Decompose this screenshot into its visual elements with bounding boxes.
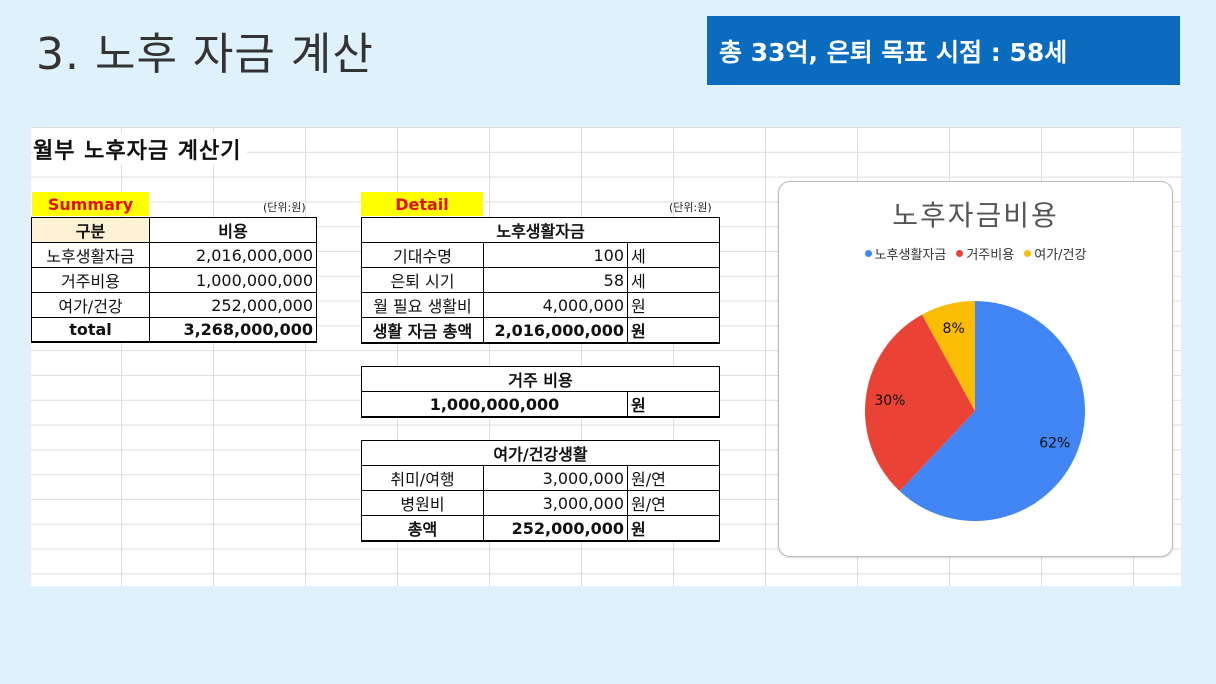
chart-title: 노후자금비용 — [892, 199, 1059, 232]
leisure-row-label: 취미/여행 — [361, 465, 484, 491]
leisure-row-label: 병원비 — [361, 490, 484, 516]
legend-item: 거주비용 — [956, 244, 1014, 263]
legend-label: 거주비용 — [966, 248, 1015, 263]
legend-label: 노후생활자금 — [874, 248, 947, 263]
summary-row-value: 2,016,000,000 — [149, 242, 317, 268]
legend-dot-icon — [864, 250, 872, 257]
living-total-unit: 원 — [626, 317, 721, 344]
housing-unit: 원 — [626, 391, 721, 418]
summary-total-label: total — [31, 317, 150, 343]
summary-total-value: 3,268,000,000 — [149, 317, 317, 343]
legend-item: 노후생활자금 — [864, 244, 947, 263]
living-row-value: 4,000,000 — [483, 292, 628, 318]
chart-legend: 노후생활자금 거주비용 여가/건강 — [779, 244, 1172, 263]
summary-table: 구분 비용 노후생활자금 2,016,000,000 거주비용 1,000,00… — [31, 217, 317, 343]
pie-slice-1 — [865, 314, 975, 492]
detail-unit: (단위:원) — [669, 201, 712, 214]
living-total-value: 2,016,000,000 — [483, 317, 628, 344]
summary-tag: Summary — [32, 192, 149, 216]
summary-row-value: 252,000,000 — [149, 292, 317, 318]
pie-slice-0 — [899, 301, 1085, 521]
housing-value: 1,000,000,000 — [361, 391, 628, 418]
slide-title: 3. 노후 자금 계산 — [36, 29, 374, 80]
legend-item: 여가/건강 — [1024, 244, 1086, 263]
leisure-row-unit: 원/연 — [626, 465, 721, 491]
leisure-total-value: 252,000,000 — [483, 515, 628, 542]
living-total-label: 생활 자금 총액 — [361, 317, 484, 344]
living-row-unit: 세 — [626, 242, 721, 268]
legend-label: 여가/건강 — [1034, 248, 1087, 263]
leisure-table: 여가/건강생활 취미/여행 3,000,000 원/연 병원비 3,000,00… — [360, 440, 721, 542]
housing-table: 거주 비용 1,000,000,000 원 — [360, 366, 721, 418]
living-header: 노후생활자금 — [360, 217, 721, 243]
pie-slice-label: 30% — [874, 393, 905, 409]
pie-slice-label: 8% — [943, 321, 965, 337]
summary-unit: (단위:원) — [263, 201, 306, 214]
housing-header: 거주 비용 — [360, 366, 721, 392]
goal-banner: 총 33억, 은퇴 목표 시점 : 58세 — [707, 16, 1180, 85]
spreadsheet[interactable]: 월부 노후자금 계산기 Summary (단위:원) 구분 비용 노후생활자금 … — [31, 127, 1181, 586]
calculator-title: 월부 노후자금 계산기 — [33, 133, 248, 165]
legend-dot-icon — [1024, 250, 1032, 257]
summary-header-cost: 비용 — [149, 217, 317, 243]
pie-chart-box[interactable]: 노후자금비용 노후생활자금 거주비용 여가/건강 62% 30% 8% — [778, 181, 1173, 557]
leisure-row-value: 3,000,000 — [483, 490, 628, 516]
summary-row-label: 노후생활자금 — [31, 242, 150, 268]
living-row-label: 기대수명 — [361, 242, 484, 268]
living-table: 노후생활자금 기대수명 100 세 은퇴 시기 58 세 월 필요 생활비 4,… — [360, 217, 721, 344]
detail-tag: Detail — [361, 192, 483, 216]
leisure-header: 여가/건강생활 — [360, 440, 721, 466]
summary-header-category: 구분 — [31, 217, 150, 243]
leisure-total-unit: 원 — [626, 515, 721, 542]
pie-chart: 62% 30% 8% — [865, 301, 1085, 521]
summary-row-label: 거주비용 — [31, 267, 150, 293]
living-row-unit: 원 — [626, 292, 721, 318]
living-row-label: 월 필요 생활비 — [361, 292, 484, 318]
pie-slice-2 — [922, 301, 975, 411]
leisure-total-label: 총액 — [361, 515, 484, 542]
living-row-value: 58 — [483, 267, 628, 293]
leisure-row-unit: 원/연 — [626, 490, 721, 516]
living-row-value: 100 — [483, 242, 628, 268]
legend-dot-icon — [956, 250, 964, 257]
pie-slice-label: 62% — [1039, 436, 1070, 452]
living-row-label: 은퇴 시기 — [361, 267, 484, 293]
summary-row-label: 여가/건강 — [31, 292, 150, 318]
summary-row-value: 1,000,000,000 — [149, 267, 317, 293]
leisure-row-value: 3,000,000 — [483, 465, 628, 491]
living-row-unit: 세 — [626, 267, 721, 293]
